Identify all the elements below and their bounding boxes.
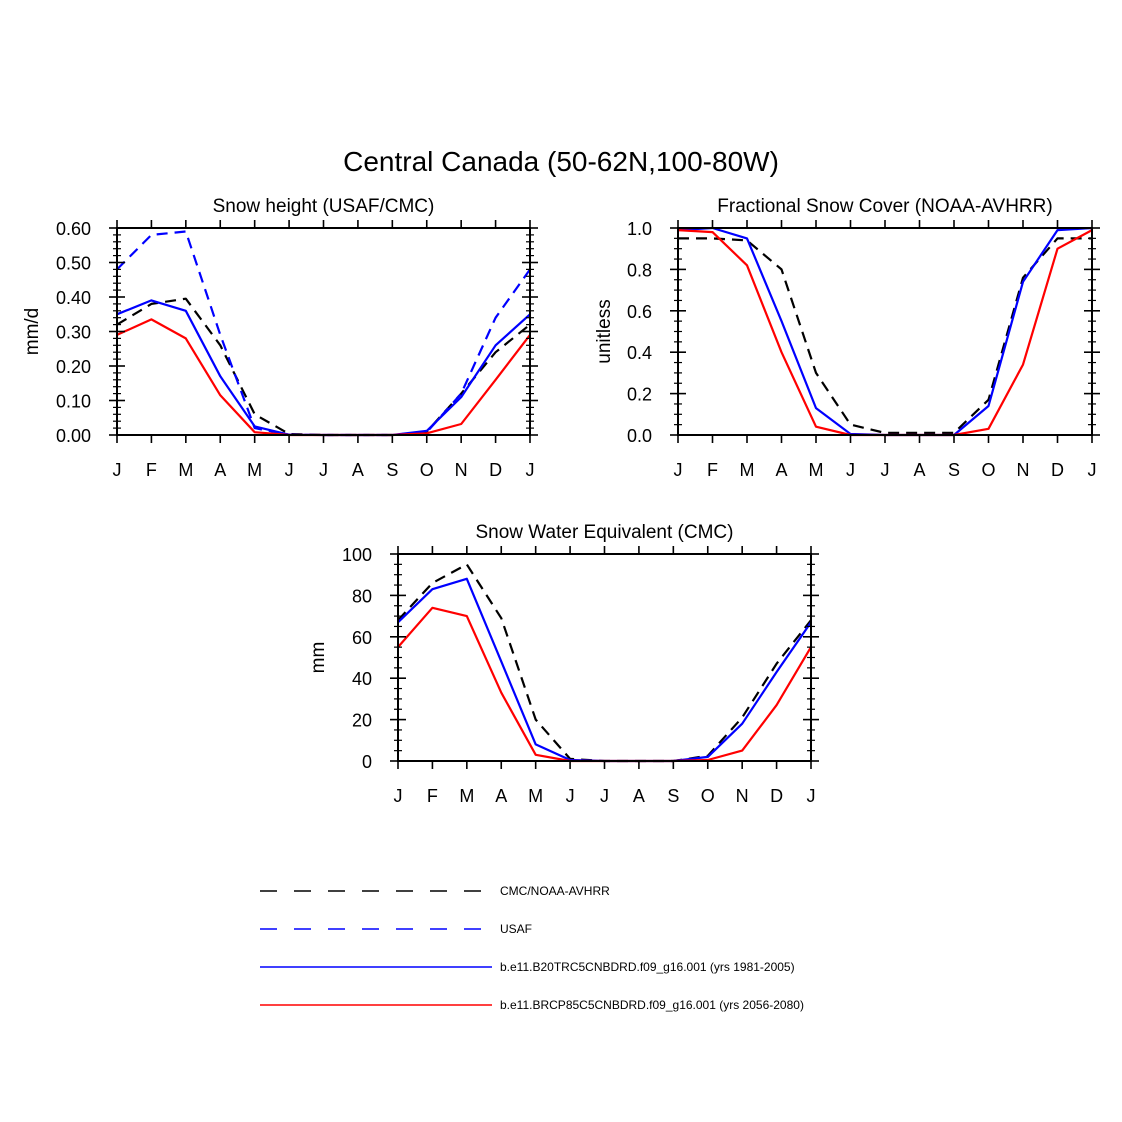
- panel-1-ytick-label: 0.6: [627, 302, 652, 322]
- panel-0-ytick-label: 0.10: [56, 392, 91, 412]
- panel-1-xtick-label: A: [913, 460, 925, 480]
- panel-2-frame: [397, 553, 812, 762]
- legend-label-2: b.e11.B20TRC5CNBDRD.f09_g16.001 (yrs 198…: [500, 960, 795, 974]
- panel-2-ylabel: mm: [308, 642, 329, 674]
- panel-0-title: Snow height (USAF/CMC): [213, 196, 435, 217]
- panel-0-ylabel: mm/d: [22, 308, 43, 356]
- panel-2-series-line-2: [397, 606, 812, 763]
- panel-0-xtick-label: J: [113, 460, 122, 480]
- panel-0-xtick-label: M: [247, 460, 262, 480]
- figure-title: Central Canada (50-62N,100-80W): [343, 146, 779, 177]
- panel-1-xtick-label: O: [981, 460, 995, 480]
- panel-1-title: Fractional Snow Cover (NOAA-AVHRR): [717, 196, 1052, 217]
- panel-1-ytick-label: 1.0: [627, 219, 652, 239]
- panel-2-xtick-label: D: [770, 786, 783, 806]
- panel-0-ytick-label: 0.20: [56, 357, 91, 377]
- panel-2-xtick-label: J: [394, 786, 403, 806]
- panel-1-xtick-label: S: [948, 460, 960, 480]
- panel-1-xtick-label: F: [707, 460, 718, 480]
- panel-2-xtick-label: J: [566, 786, 575, 806]
- panel-2-series-line-1: [397, 577, 812, 763]
- panel-2-xtick-label: M: [459, 786, 474, 806]
- panel-2-ytick-label: 0: [362, 752, 372, 772]
- panel-2-xtick-label: O: [701, 786, 715, 806]
- panel-0-xtick-label: O: [420, 460, 434, 480]
- panel-1-series-line-2: [677, 229, 1093, 437]
- panel-2-xtick-label: M: [528, 786, 543, 806]
- panel-0-frame: [116, 227, 531, 436]
- legend: CMC/NOAA-AVHRR USAF b.e11.B20TRC5CNBDRD.f0…: [260, 884, 804, 1012]
- panel-0-xtick-label: J: [526, 460, 535, 480]
- panel-0-xtick-label: S: [386, 460, 398, 480]
- panel-0-series-line-0: [116, 297, 531, 437]
- panel-1-ytick-label: 0.0: [627, 426, 652, 446]
- panel-0-xtick-label: M: [178, 460, 193, 480]
- panel-1-xtick-label: M: [809, 460, 824, 480]
- panel-0-xtick-label: D: [489, 460, 502, 480]
- legend-label-3: b.e11.BRCP85C5CNBDRD.f09_g16.001 (yrs 20…: [500, 998, 804, 1012]
- panel-1-xtick-label: N: [1017, 460, 1030, 480]
- panel-0-xtick-label: J: [319, 460, 328, 480]
- panel-2-ytick-label: 60: [352, 628, 372, 648]
- legend-label-0: CMC/NOAA-AVHRR: [500, 884, 610, 898]
- panel-1-ytick-label: 0.8: [627, 260, 652, 280]
- snow-height-panel: Snow height (USAF/CMC) mm/d J F M A M J J A S O N D J 0…: [22, 196, 538, 480]
- panel-2-series-line-0: [397, 563, 812, 763]
- legend-label-1: USAF: [500, 922, 532, 936]
- panel-0-xtick-label: A: [352, 460, 364, 480]
- panel-2-xtick-label: S: [667, 786, 679, 806]
- panel-0-xtick-label: F: [146, 460, 157, 480]
- panel-2-ytick-label: 100: [342, 545, 372, 565]
- panel-1-ytick-label: 0.4: [627, 343, 652, 363]
- swe-panel: Snow Water Equivalent (CMC) mm J F M A M J J A S O N…: [308, 522, 819, 806]
- panel-1-ytick-label: 0.2: [627, 385, 652, 405]
- panel-0-series-line-3: [116, 318, 531, 437]
- panel-1-xtick-label: D: [1051, 460, 1064, 480]
- panel-0-ytick-label: 0.60: [56, 219, 91, 239]
- panel-2-xtick-label: J: [600, 786, 609, 806]
- panel-1-xtick-label: J: [846, 460, 855, 480]
- panel-0-ytick-label: 0.50: [56, 254, 91, 274]
- panel-1-series-line-0: [678, 237, 1092, 434]
- panel-1-xtick-label: J: [881, 460, 890, 480]
- panel-1-xtick-label: M: [740, 460, 755, 480]
- panel-2-xtick-label: A: [633, 786, 645, 806]
- panel-2-ytick-label: 80: [352, 586, 372, 606]
- panel-2-xtick-label: J: [807, 786, 816, 806]
- panel-2-title: Snow Water Equivalent (CMC): [476, 522, 734, 543]
- panel-2-ytick-label: 20: [352, 711, 372, 731]
- panel-2-xtick-label: A: [495, 786, 507, 806]
- snow-cover-panel: Fractional Snow Cover (NOAA-AVHRR) unitle…: [594, 196, 1100, 480]
- panel-0-series-line-1: [116, 230, 531, 437]
- panel-1-ylabel: unitless: [594, 299, 615, 363]
- panel-2-xtick-label: F: [427, 786, 438, 806]
- panel-0-ytick-label: 0.00: [56, 426, 91, 446]
- panel-2-ytick-label: 40: [352, 669, 372, 689]
- panel-0-ytick-label: 0.30: [56, 323, 91, 343]
- panel-0-xtick-label: J: [285, 460, 294, 480]
- panel-2-xtick-label: N: [736, 786, 749, 806]
- panel-0-ytick-label: 0.40: [56, 288, 91, 308]
- panel-0-xtick-label: N: [455, 460, 468, 480]
- panel-1-xtick-label: A: [775, 460, 787, 480]
- panel-1-xtick-label: J: [674, 460, 683, 480]
- panel-1-xtick-label: J: [1088, 460, 1097, 480]
- panel-0-xtick-label: A: [214, 460, 226, 480]
